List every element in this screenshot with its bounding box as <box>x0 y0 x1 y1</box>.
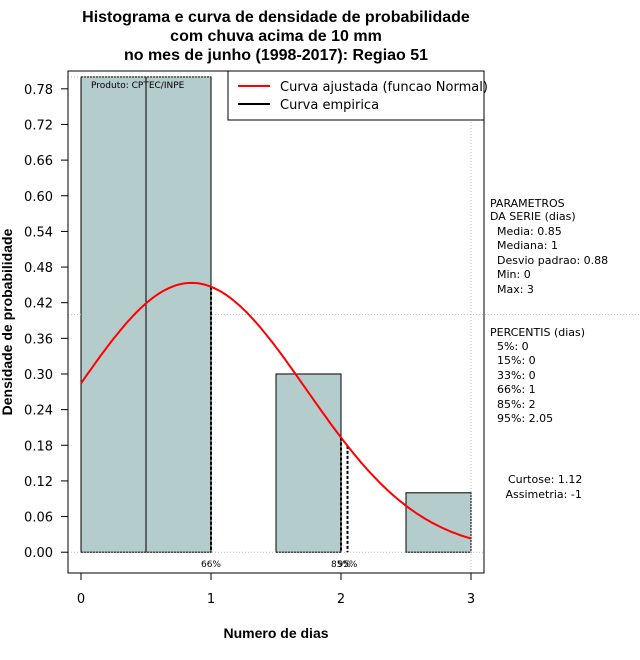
y-tick-label: 0.36 <box>24 332 53 347</box>
histogram-bar-3 <box>405 492 472 553</box>
x-tick-label: 2 <box>337 592 345 607</box>
y-tick-label: 0.42 <box>24 297 53 312</box>
curtose: Curtose: 1.12 <box>508 473 582 486</box>
percentil-5: 5%: 0 <box>490 340 529 353</box>
param-media: Media: 0.85 <box>490 225 562 238</box>
chart-title-line-1: Histograma e curva de densidade de proba… <box>82 9 470 26</box>
y-tick-label: 0.24 <box>24 404 53 419</box>
percentil-95: 95%: 2.05 <box>490 412 553 425</box>
x-axis-title: Numero de dias <box>223 625 328 641</box>
y-tick-label: 0.78 <box>24 83 53 98</box>
legend-label-normal: Curva ajustada (funcao Normal) <box>280 80 488 95</box>
x-tick-label: 3 <box>467 592 475 607</box>
parametros-subtitle: DA SERIE (dias) <box>490 210 576 223</box>
y-tick-label: 0.06 <box>24 511 53 526</box>
assimetria: Assimetria: -1 <box>502 488 582 501</box>
param-desvio: Desvio padrao: 0.88 <box>490 254 608 267</box>
legend-label-empirical: Curva empirica <box>280 98 379 113</box>
y-axis-title: Densidade de probabilidade <box>0 228 15 415</box>
y-tick-label: 0.66 <box>24 154 53 169</box>
x-tick-label: 1 <box>207 592 215 607</box>
y-tick-label: 0.18 <box>24 439 53 454</box>
histogram-bar-2 <box>275 373 342 553</box>
percentil-66: 66%: 1 <box>490 383 536 396</box>
parametros-title: PARAMETROS <box>490 197 565 210</box>
y-tick-label: 0.60 <box>24 190 53 205</box>
percentil-85: 85%: 2 <box>490 398 536 411</box>
percentil-15: 15%: 0 <box>490 354 536 367</box>
y-tick-label: 0.12 <box>24 475 53 490</box>
chart-title: Histograma e curva de densidade de proba… <box>82 9 470 64</box>
legend-box <box>227 70 485 121</box>
y-tick-label: 0.00 <box>24 546 53 561</box>
percentil-33: 33%: 0 <box>490 369 536 382</box>
chart-title-line-2: com chuva acima de 10 mm <box>170 28 382 45</box>
plot-area <box>68 71 640 573</box>
product-credit: Produto: CPTEC/INPE <box>91 81 185 91</box>
percentis-title: PERCENTIS (dias) <box>490 326 585 339</box>
y-tick-label: 0.30 <box>24 368 53 383</box>
side-panel: PARAMETROS DA SERIE (dias) Media: 0.85 M… <box>490 197 608 501</box>
param-max: Max: 3 <box>490 283 534 296</box>
legend: Curva ajustada (funcao Normal) Curva emp… <box>227 70 488 121</box>
param-min: Min: 0 <box>490 268 531 281</box>
percentile-label-1: 66% <box>201 560 221 570</box>
percentile-label-2: 85% <box>331 560 351 570</box>
normal-curve <box>80 281 472 540</box>
percentile-label-3: 95% <box>337 560 357 570</box>
x-tick-label: 0 <box>77 592 85 607</box>
param-mediana: Mediana: 1 <box>490 239 558 252</box>
y-tick-label: 0.54 <box>24 225 53 240</box>
chart-title-line-3: no mes de junho (1998-2017): Regiao 51 <box>124 47 428 64</box>
y-tick-label: 0.72 <box>24 118 53 133</box>
y-tick-label: 0.48 <box>24 261 53 276</box>
